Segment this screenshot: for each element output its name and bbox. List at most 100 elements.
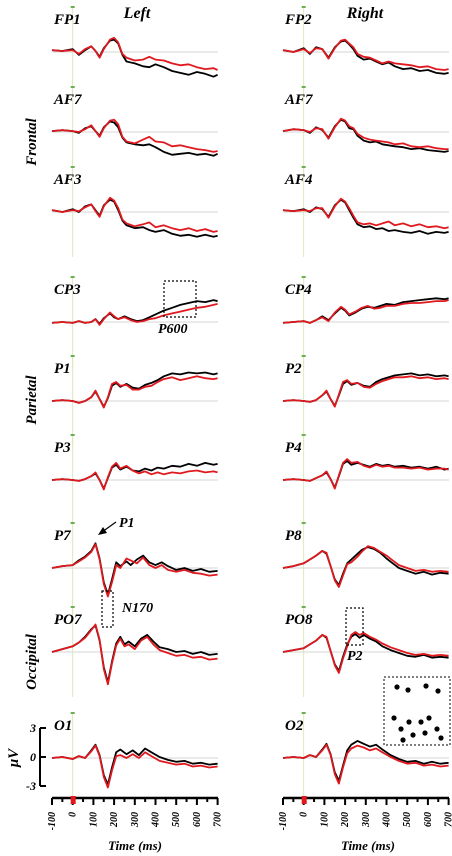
electrode-label: P1 <box>54 361 71 377</box>
onset-marker <box>70 86 75 88</box>
trace-black <box>51 38 218 78</box>
trace-black <box>51 542 218 596</box>
onset-marker <box>301 86 306 88</box>
electrode-label: CP3 <box>54 282 81 298</box>
onset-marker <box>70 522 75 524</box>
electrode-label: P4 <box>285 440 302 456</box>
electrode-label: PO8 <box>285 612 313 628</box>
panel-fp2-right: FP2 <box>282 6 449 97</box>
electrode-label: P7 <box>54 528 71 544</box>
p1-annotation: P1 <box>98 516 135 535</box>
time-tick-label: 400 <box>151 812 162 828</box>
y-tick-label: -3 <box>26 779 36 793</box>
panel-p4-right: P4 <box>282 434 449 525</box>
onset-marker <box>301 276 306 278</box>
panel-po7-left: PO7 <box>51 606 218 697</box>
trace-red <box>282 545 449 588</box>
trace-black <box>282 198 449 235</box>
electrode-label: AF3 <box>53 172 82 188</box>
stimulus-bar <box>70 796 76 804</box>
trace-black <box>282 546 449 586</box>
time-tick-label: -100 <box>47 812 58 830</box>
trace-red <box>282 631 449 674</box>
stimulus-bar <box>301 796 307 804</box>
time-tick-label: 300 <box>130 812 141 828</box>
x-axis-title-right: Time (ms) <box>341 838 395 853</box>
panel-o2-right: O2 <box>282 712 449 803</box>
electrode-label: O1 <box>54 718 72 734</box>
montage-dot <box>406 719 412 725</box>
trace-red <box>51 744 218 789</box>
time-tick-label: 200 <box>109 812 120 828</box>
montage-box <box>383 676 451 746</box>
onset-marker <box>70 434 75 436</box>
panel-p7-left: P7 <box>51 522 218 613</box>
p2-label: P2 <box>347 649 363 664</box>
time-tick-label: 100 <box>319 812 330 827</box>
trace-red <box>51 196 218 233</box>
panel-af7-right: AF7 <box>282 86 449 177</box>
time-tick-label: 100 <box>88 812 99 827</box>
n170-label: N170 <box>121 601 153 616</box>
p600-annotation: P600 <box>158 280 197 337</box>
onset-marker <box>301 6 306 8</box>
trace-black <box>282 740 449 782</box>
trace-red <box>282 375 449 408</box>
time-tick-label: 700 <box>213 812 224 827</box>
montage-dot <box>434 726 440 732</box>
electrode-label: AF4 <box>284 172 313 188</box>
panel-po8-right: PO8 <box>282 606 449 697</box>
time-tick-label: 700 <box>444 812 452 827</box>
electrode-label: P2 <box>285 361 302 377</box>
n170-box <box>101 590 114 628</box>
y-axis-title: μV <box>6 747 22 768</box>
panel-af4-right: AF4 <box>282 166 449 257</box>
time-tick-label: 600 <box>192 812 203 827</box>
panel-p1-left: P1 <box>51 355 218 446</box>
electrode-label: FP1 <box>53 12 81 28</box>
time-tick-label: 500 <box>402 812 413 827</box>
montage-dot <box>438 735 444 741</box>
onset-marker <box>70 606 75 608</box>
montage-dot <box>422 730 428 736</box>
time-tick-label: 600 <box>423 812 434 827</box>
trace-black <box>51 462 218 490</box>
panel-cp3-left: CP3 <box>51 276 218 367</box>
onset-marker <box>301 606 306 608</box>
onset-marker <box>70 6 75 8</box>
panel-p8-right: P8 <box>282 522 449 613</box>
onset-marker <box>70 166 75 168</box>
time-tick-label: -100 <box>278 812 289 830</box>
trace-black <box>51 624 218 684</box>
onset-marker <box>301 166 306 168</box>
time-tick-label: 400 <box>382 812 393 828</box>
p1-label: P1 <box>119 516 135 531</box>
electrode-label: P3 <box>54 440 71 456</box>
onset-marker <box>301 434 306 436</box>
montage-dot <box>423 683 429 689</box>
panel-af3-left: AF3 <box>51 166 218 257</box>
n170-annotation: N170 <box>101 590 153 628</box>
trace-red <box>282 299 449 324</box>
onset-marker <box>70 355 75 357</box>
y-tick-label: 3 <box>29 721 36 735</box>
time-tick-label: 300 <box>361 812 372 828</box>
trace-black <box>51 299 218 325</box>
time-tick-label: 200 <box>340 812 351 828</box>
electrode-label: CP4 <box>285 282 312 298</box>
montage-dot <box>398 726 404 732</box>
y-axis: 3 0 -3 μV <box>6 721 46 793</box>
y-tick-label: 0 <box>30 750 36 764</box>
trace-black <box>51 120 218 157</box>
p2-box <box>345 607 364 646</box>
time-tick-label: 0 <box>68 812 79 817</box>
trace-black <box>282 460 449 489</box>
p2-annotation: P2 <box>345 607 364 664</box>
electrode-label: O2 <box>285 718 304 734</box>
time-axis-right: -100 0 100 200 300 400 500 600 700 <box>278 796 452 830</box>
trace-red <box>51 303 218 326</box>
panel-p3-left: P3 <box>51 434 218 525</box>
trace-red <box>51 118 218 153</box>
trace-red <box>282 38 449 71</box>
time-tick-label: 0 <box>299 812 310 817</box>
